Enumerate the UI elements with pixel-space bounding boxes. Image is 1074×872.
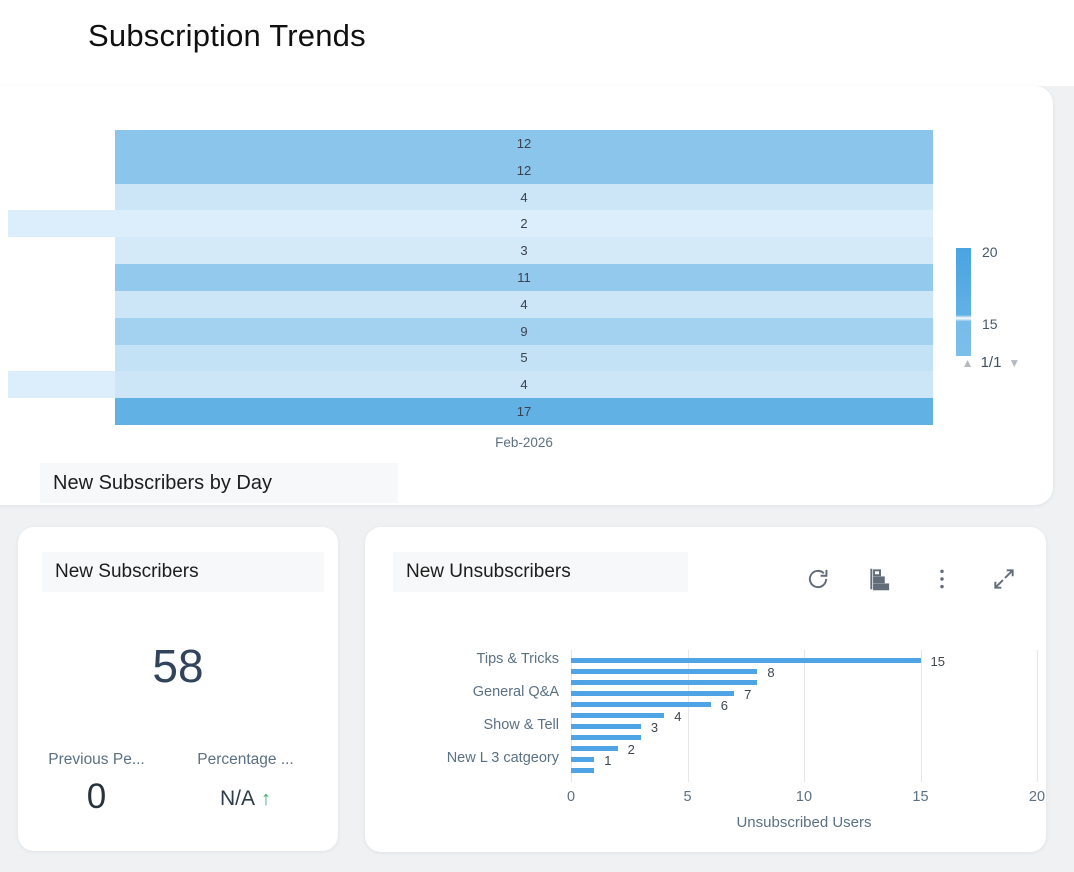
legend-page-indicator: 1/1 — [980, 354, 1002, 371]
bar[interactable] — [571, 746, 618, 751]
bar[interactable] — [571, 713, 665, 718]
legend-prev-page-icon[interactable]: ▲ — [961, 355, 974, 370]
bar-value-label: 1 — [604, 753, 612, 768]
gridline — [804, 650, 805, 782]
bar[interactable] — [571, 735, 641, 740]
heatmap-cell-value: 11 — [517, 269, 531, 285]
bar-value-label: 8 — [767, 665, 775, 680]
x-axis-tick-label: 20 — [1028, 789, 1046, 805]
legend-next-page-icon[interactable]: ▼ — [1008, 355, 1021, 370]
heatmap-cell[interactable]: 11 — [115, 264, 933, 291]
bar[interactable] — [571, 658, 921, 663]
heatmap-title-band: New Subscribers by Day — [40, 463, 398, 503]
kpi-main-value: 58 — [152, 640, 204, 692]
heatmap-cell[interactable]: 9 — [115, 317, 933, 345]
color-scale-legend — [956, 248, 971, 356]
heatmap-cell[interactable]: 12 — [115, 156, 933, 184]
bar[interactable] — [571, 757, 595, 762]
heatmap-x-axis-label: Feb-2026 — [495, 435, 553, 450]
y-axis-category-label: New L 3 catgeory — [446, 750, 559, 766]
x-axis-tick-label: 0 — [566, 789, 576, 805]
legend-mid-label: 15 — [982, 316, 998, 332]
kpi-card-title: New Subscribers — [55, 561, 199, 582]
heatmap-cell-value: 5 — [520, 350, 528, 366]
new-unsubscribers-card: New Unsubscribers 15 8 7 6 4 3 2 1 Unsubscribed… — [365, 527, 1046, 852]
bar-title-band: New Unsubscribers — [393, 552, 688, 592]
heatmap-cell[interactable]: 5 — [115, 344, 933, 372]
gridline — [920, 650, 922, 782]
bar[interactable] — [571, 680, 758, 685]
heatmap-cell-value: 4 — [520, 189, 528, 205]
kpi-metric: Previous Pe... 0 — [22, 751, 171, 817]
bar-chart-x-axis-title: Unsubscribed Users — [736, 814, 872, 831]
gridline — [687, 650, 689, 782]
heatmap-cell[interactable]: 12 — [115, 130, 933, 157]
kpi-metric-label: Previous Pe... — [48, 751, 145, 768]
heatmap-cell-value: 17 — [516, 404, 532, 420]
x-axis-tick-label: 10 — [795, 789, 813, 805]
bar[interactable] — [571, 768, 595, 773]
heatmap-cell-value: 2 — [520, 216, 528, 232]
bar-value-label: 3 — [650, 720, 659, 735]
heatmap-cell-value: 4 — [520, 296, 528, 312]
card-toolbar — [805, 566, 1017, 592]
heatmap-partial-cell[interactable] — [8, 371, 115, 399]
y-axis-category-label: Tips & Tricks — [476, 651, 559, 667]
heatmap-partial-cell[interactable] — [8, 210, 115, 238]
heatmap-cell[interactable]: 2 — [115, 210, 933, 238]
trend-up-arrow-icon: ↑ — [261, 788, 271, 810]
bar[interactable] — [571, 724, 641, 729]
bar-value-label: 4 — [674, 709, 682, 724]
bar-value-label: 15 — [930, 654, 945, 669]
heatmap-cell[interactable]: 4 — [115, 371, 933, 399]
refresh-icon[interactable] — [805, 566, 831, 592]
heatmap-cell-value: 9 — [520, 323, 528, 339]
page-title: Subscription Trends — [88, 18, 366, 53]
bar-value-label: 6 — [720, 698, 729, 713]
more-options-kebab-icon[interactable] — [929, 566, 955, 592]
heatmap-card: 12 12 4 2 3 11 4 9 5 4 17 Feb-2026 20 15 ▲ 1/1 ▼ N… — [0, 86, 1053, 505]
heatmap-cell-value: 3 — [520, 243, 528, 259]
heatmap-cell-value: 12 — [516, 135, 532, 151]
bar-chart-plot: 15 8 7 6 4 3 2 1 — [571, 650, 1038, 782]
expand-icon[interactable] — [991, 566, 1017, 592]
kpi-metric: Percentage ... N/A ↑ — [171, 751, 320, 817]
bar[interactable] — [571, 691, 735, 696]
heatmap-cell-value: 12 — [516, 162, 532, 178]
y-axis-category-label: General Q&A — [472, 684, 559, 700]
heatmap-grid: 12 12 4 2 3 11 4 9 5 4 17 — [115, 130, 933, 425]
legend-pager: ▲ 1/1 ▼ — [936, 354, 1046, 371]
new-subscribers-card: New Subscribers 58 Previous Pe... 0 Percen… — [18, 527, 338, 851]
y-axis-category-label: Show & Tell — [483, 717, 560, 733]
kpi-metric-label: Percentage ... — [197, 751, 294, 768]
x-axis-tick-label: 15 — [912, 789, 929, 805]
heatmap-cell[interactable]: 4 — [115, 183, 933, 211]
kpi-metric-value: N/A ↑ — [219, 787, 271, 810]
bar-value-label: 7 — [744, 687, 752, 702]
heatmap-cell[interactable]: 17 — [115, 398, 933, 425]
gridline — [1037, 650, 1038, 782]
x-axis-tick-label: 5 — [683, 789, 692, 805]
heatmap-cell[interactable]: 4 — [115, 290, 933, 318]
heatmap-cell-value: 4 — [520, 377, 528, 393]
legend-max-label: 20 — [982, 244, 998, 260]
bar-card-title: New Unsubscribers — [406, 561, 571, 582]
kpi-metric-value: 0 — [86, 777, 107, 816]
bar[interactable] — [571, 702, 711, 707]
heatmap-card-title: New Subscribers by Day — [53, 471, 272, 494]
kpi-metrics: Previous Pe... 0 Percentage ... N/A ↑ — [18, 751, 338, 817]
bar-value-label: 2 — [627, 742, 635, 757]
heatmap-cell[interactable]: 3 — [115, 237, 933, 265]
chart-type-icon[interactable] — [867, 566, 893, 592]
bar[interactable] — [571, 669, 758, 674]
kpi-title-band: New Subscribers — [42, 552, 324, 592]
